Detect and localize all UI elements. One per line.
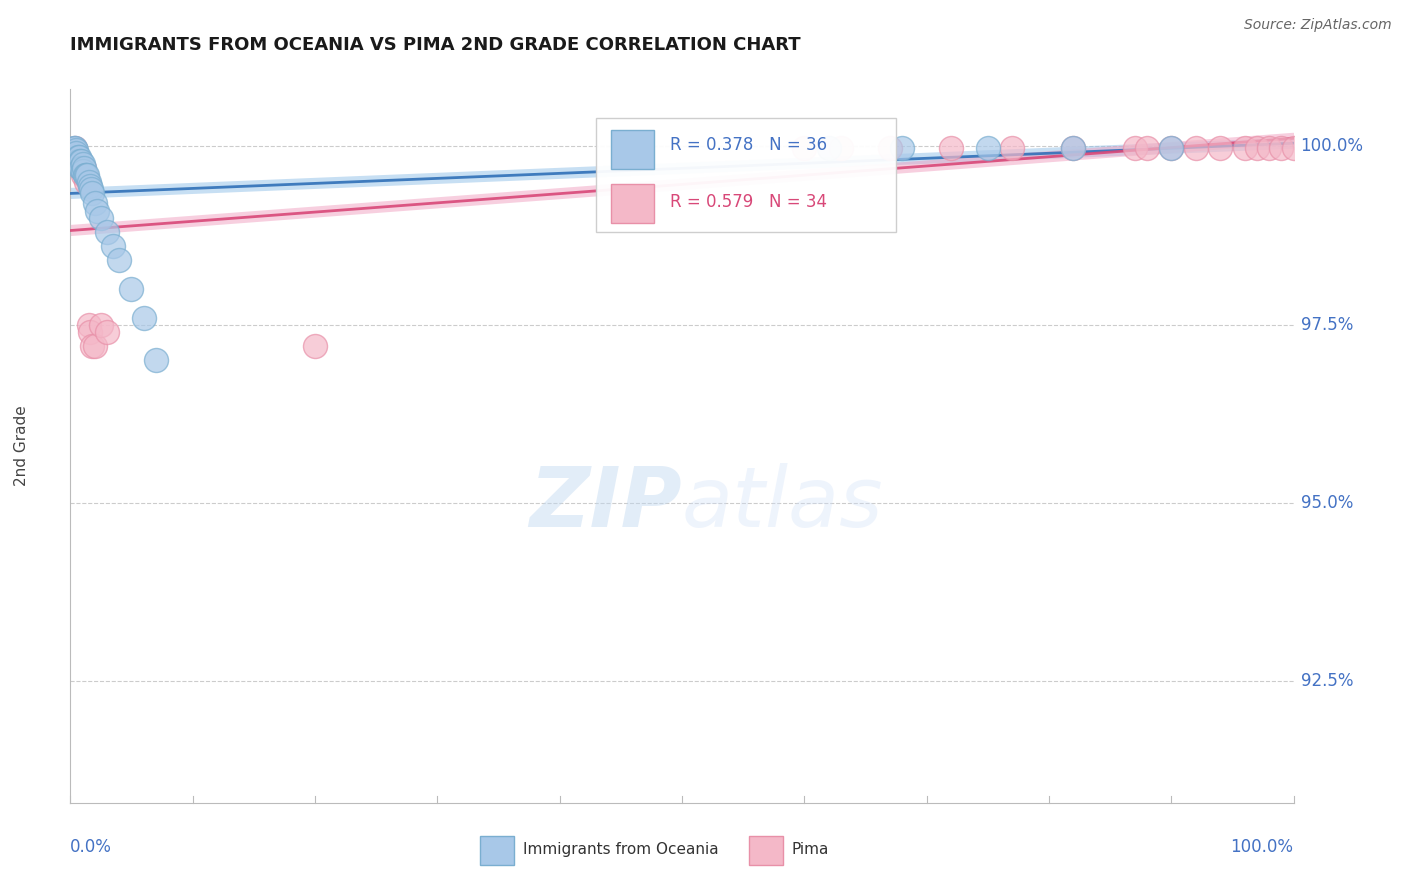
Point (76, 171, 98, 186)
Point (76, 168, 98, 182)
FancyBboxPatch shape (749, 837, 783, 865)
Point (1246, 141, 1268, 155)
Point (66, 150, 89, 164)
Point (73, 161, 96, 175)
Point (86, 203, 108, 218)
Point (1209, 141, 1232, 155)
Text: 2nd Grade: 2nd Grade (14, 406, 28, 486)
Point (1270, 141, 1292, 155)
Point (75, 175, 97, 189)
Point (67, 153, 90, 168)
Text: ZIP: ZIP (529, 463, 682, 543)
Point (82, 186, 104, 200)
Point (1258, 141, 1281, 155)
Point (1062, 141, 1084, 155)
Point (72, 164, 94, 178)
Point (70, 161, 93, 175)
Point (67, 150, 90, 164)
Point (79, 178, 101, 193)
Text: 97.5%: 97.5% (1301, 316, 1353, 334)
FancyBboxPatch shape (479, 837, 515, 865)
Point (83, 339, 105, 353)
Point (67, 157, 90, 171)
Point (69, 161, 91, 175)
Point (73, 168, 96, 182)
Text: R = 0.579   N = 34: R = 0.579 N = 34 (669, 194, 827, 211)
Point (1282, 141, 1305, 155)
Text: R = 0.378   N = 36: R = 0.378 N = 36 (669, 136, 827, 154)
Point (101, 239, 124, 253)
Point (939, 141, 962, 155)
FancyBboxPatch shape (612, 130, 654, 169)
Point (304, 339, 326, 353)
Point (72, 168, 94, 182)
Point (879, 141, 901, 155)
Point (108, 253, 131, 268)
Point (1001, 141, 1024, 155)
Point (1136, 141, 1159, 155)
Point (96, 325, 118, 339)
Point (77, 318, 100, 332)
Point (121, 282, 143, 296)
Point (80, 182, 103, 196)
Point (66, 153, 89, 168)
Point (66, 150, 89, 164)
FancyBboxPatch shape (612, 184, 654, 223)
Point (132, 310, 155, 325)
Point (65, 146, 87, 161)
Text: 0.0%: 0.0% (70, 838, 112, 856)
Point (63, 141, 86, 155)
Point (1160, 141, 1182, 155)
Point (77, 175, 100, 189)
Text: Pima: Pima (792, 842, 830, 856)
Point (1233, 141, 1256, 155)
Point (65, 146, 87, 161)
Point (70, 153, 93, 168)
Text: 95.0%: 95.0% (1301, 494, 1353, 512)
Point (70, 161, 93, 175)
Text: IMMIGRANTS FROM OCEANIA VS PIMA 2ND GRADE CORRELATION CHART: IMMIGRANTS FROM OCEANIA VS PIMA 2ND GRAD… (70, 36, 801, 54)
Point (72, 157, 94, 171)
Text: 100.0%: 100.0% (1230, 838, 1294, 856)
Point (75, 168, 97, 182)
Point (1184, 141, 1206, 155)
FancyBboxPatch shape (596, 118, 896, 232)
Point (793, 141, 815, 155)
Text: Immigrants from Oceania: Immigrants from Oceania (523, 842, 718, 856)
Text: 100.0%: 100.0% (1301, 137, 1364, 155)
Text: atlas: atlas (682, 463, 883, 543)
Point (69, 157, 91, 171)
Point (90, 211, 112, 225)
Point (63, 141, 86, 155)
Point (1160, 141, 1182, 155)
Point (63, 141, 86, 155)
Point (96, 225, 118, 239)
Point (830, 141, 852, 155)
Point (891, 141, 914, 155)
Point (817, 141, 839, 155)
Text: Source: ZipAtlas.com: Source: ZipAtlas.com (1244, 18, 1392, 32)
Point (73, 168, 96, 182)
Point (145, 353, 167, 368)
Point (976, 141, 998, 155)
Point (1123, 141, 1146, 155)
Point (1062, 141, 1084, 155)
Point (83, 196, 105, 211)
Point (82, 339, 104, 353)
Text: 92.5%: 92.5% (1301, 673, 1353, 690)
Point (90, 318, 112, 332)
Point (65, 143, 87, 157)
Point (73, 161, 96, 175)
Point (79, 325, 101, 339)
Point (69, 153, 91, 168)
